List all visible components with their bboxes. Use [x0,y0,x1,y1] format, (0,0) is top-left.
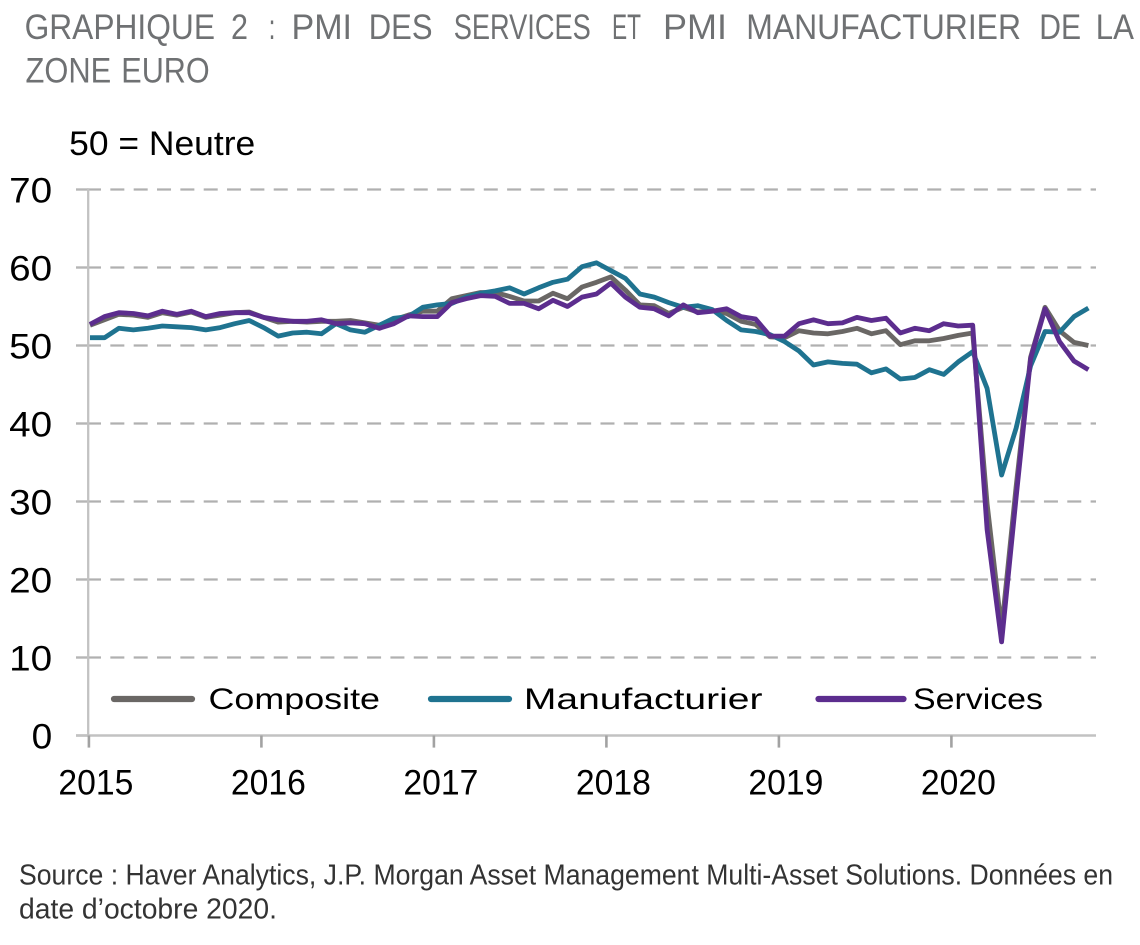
svg-text:LA: LA [1096,8,1135,47]
svg-text:60: 60 [9,249,52,288]
svg-text:10: 10 [9,639,52,678]
svg-text:Manufacturier: Manufacturier [524,683,763,716]
svg-text:2016: 2016 [231,764,306,803]
svg-text:DES: DES [369,8,433,47]
svg-text:EURO: EURO [121,52,209,91]
svg-text:GRAPHIQUE: GRAPHIQUE [25,8,215,47]
svg-text:2018: 2018 [576,764,651,803]
svg-text:2017: 2017 [403,764,478,803]
svg-text:MANUFACTURIER: MANUFACTURIER [746,8,1021,47]
svg-text:2015: 2015 [58,764,133,803]
svg-text:PMI: PMI [663,8,727,47]
svg-text:50 = Neutre: 50 = Neutre [69,125,255,163]
svg-text:2: 2 [231,8,248,47]
svg-text:2019: 2019 [748,764,823,803]
svg-text:70: 70 [9,171,52,210]
svg-text:ET: ET [612,8,641,47]
svg-text:2020: 2020 [921,764,996,803]
svg-text:Services: Services [913,683,1043,716]
svg-text:50: 50 [9,327,52,366]
svg-text:0: 0 [32,717,53,756]
svg-text:30: 30 [9,483,52,522]
svg-text:SERVICES: SERVICES [454,8,591,47]
svg-text:Source : Haver Analytics, J.P.: Source : Haver Analytics, J.P. Morgan As… [19,859,1113,891]
svg-text::: : [269,8,276,47]
svg-text:DE: DE [1039,8,1081,47]
svg-text:date d’octobre 2020.: date d’octobre 2020. [19,894,277,926]
svg-text:20: 20 [9,561,52,600]
svg-text:40: 40 [9,405,52,444]
svg-text:Composite: Composite [209,683,381,716]
svg-text:ZONE: ZONE [26,52,112,91]
svg-text:PMI: PMI [292,8,353,47]
